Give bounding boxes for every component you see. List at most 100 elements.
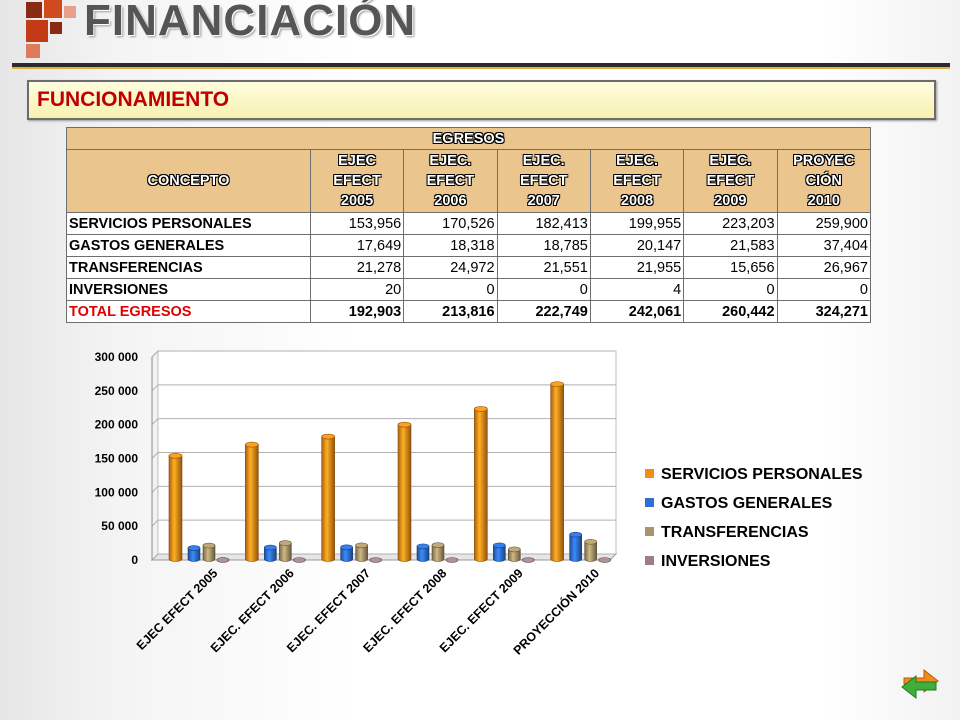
bar-top — [264, 544, 277, 551]
bar-top — [279, 540, 292, 546]
y-tick-label: 100 000 — [95, 485, 139, 499]
table-row: INVERSIONES 20 0 0 4 0 0 — [66, 278, 872, 301]
bar-top — [168, 453, 183, 459]
subtitle-text: FUNCIONAMIENTO — [37, 88, 230, 111]
bar — [321, 436, 335, 562]
legend-label: SERVICIOS PERSONALES — [661, 466, 863, 483]
column-header: EJEC. EFECT 2008 — [589, 149, 685, 213]
bar — [168, 455, 183, 562]
y-tick-label: 250 000 — [95, 384, 139, 398]
bar — [397, 424, 412, 562]
table-cell: 18,318 — [403, 234, 498, 257]
total-cell: 260,442 — [683, 300, 778, 323]
chart-gridline — [151, 384, 616, 392]
bar-top — [598, 557, 611, 563]
bar — [584, 541, 597, 562]
chart-gridline — [151, 350, 616, 358]
bar-top — [293, 557, 306, 563]
legend-label: TRANSFERENCIAS — [661, 524, 809, 541]
chart-gridline — [151, 485, 616, 493]
total-cell: 324,271 — [776, 300, 872, 323]
table-cell: 21,583 — [683, 234, 778, 257]
y-tick-label: 0 — [131, 553, 138, 567]
bar-top — [216, 557, 230, 563]
refresh-arrows-icon[interactable] — [898, 660, 942, 704]
bar-top — [245, 441, 259, 448]
x-tick-label: EJEC. EFECT 2008 — [360, 566, 449, 655]
x-tick-label: EJEC. EFECT 2009 — [437, 566, 526, 655]
table-cell: 223,203 — [683, 212, 778, 235]
table-cell: 199,955 — [589, 212, 685, 235]
legend-swatch — [645, 469, 654, 478]
column-header: EJEC. EFECT 2009 — [683, 149, 778, 213]
bar — [340, 546, 353, 562]
bar-top — [431, 542, 445, 548]
x-tick-label: EJEC. EFECT 2007 — [284, 566, 373, 655]
table-header-row: CONCEPTO EJEC EFECT 2005 EJEC. EFECT 2006 EJ… — [66, 149, 872, 213]
legend-label: INVERSIONES — [661, 553, 771, 570]
table-cell: 182,413 — [496, 212, 591, 235]
bar — [550, 383, 564, 562]
bar-top — [508, 546, 521, 553]
legend-swatch — [645, 498, 654, 507]
bar-top — [522, 557, 535, 563]
row-label: INVERSIONES — [66, 278, 311, 301]
legend-swatch — [645, 556, 654, 565]
y-tick-label: 150 000 — [95, 452, 139, 466]
x-tick-label: PROYECCIÓN 2010 — [510, 565, 602, 657]
bar — [187, 547, 201, 562]
total-cell: 213,816 — [403, 300, 498, 323]
bar-top — [416, 543, 430, 550]
table-cell: 0 — [776, 278, 872, 301]
bar — [416, 546, 430, 562]
title-divider — [12, 63, 950, 69]
y-tick-label: 200 000 — [95, 418, 139, 432]
legend-swatch — [645, 527, 654, 536]
x-tick-label: EJEC EFECT 2005 — [134, 566, 221, 653]
bar-top — [445, 557, 459, 563]
total-cell: 242,061 — [589, 300, 685, 323]
bar — [508, 549, 521, 562]
table-cell: 4 — [589, 278, 685, 301]
table-cell: 26,967 — [776, 256, 872, 279]
bar-top — [397, 421, 412, 428]
chart-gridline — [151, 452, 616, 459]
table-cell: 37,404 — [776, 234, 872, 257]
column-header: EJEC. EFECT 2007 — [496, 149, 591, 213]
bar-top — [369, 557, 382, 563]
total-cell: 192,903 — [309, 300, 405, 323]
table-cell: 21,551 — [496, 256, 591, 279]
row-label: TRANSFERENCIAS — [66, 256, 311, 279]
bar-top — [340, 544, 353, 551]
bar-top — [202, 542, 216, 549]
column-header: PROYEC CIÓN 2010 — [776, 149, 872, 213]
table-cell: 21,955 — [589, 256, 685, 279]
bar — [569, 534, 582, 562]
egresos-table: EGRESOS CONCEPTO EJEC EFECT 2005 EJEC. EFEC… — [66, 127, 872, 323]
bar-top — [474, 406, 488, 412]
bar-top — [493, 542, 506, 549]
chart-gridline — [151, 553, 616, 561]
bar-top — [550, 381, 564, 387]
bar-top — [355, 542, 368, 549]
table-cell: 259,900 — [776, 212, 872, 235]
row-label: SERVICIOS PERSONALES — [66, 212, 311, 235]
table-cell: 170,526 — [403, 212, 498, 235]
bar-top — [584, 538, 597, 545]
bar — [279, 542, 292, 562]
chart-gridline — [151, 519, 616, 527]
slide-title: FINANCIACIÓN — [84, 0, 417, 45]
slide-logo — [0, 0, 90, 60]
bar — [431, 544, 445, 562]
bar-top — [321, 433, 335, 440]
table-cell: 18,785 — [496, 234, 591, 257]
bar — [493, 545, 506, 562]
x-tick-label: EJEC. EFECT 2006 — [208, 566, 297, 655]
bar — [245, 444, 259, 562]
total-row: TOTAL EGRESOS 192,903 213,816 222,749 24… — [66, 300, 872, 323]
table-cell: 21,278 — [309, 256, 405, 279]
column-header: EJEC. EFECT 2006 — [403, 149, 498, 213]
bar-top — [569, 531, 582, 538]
bar — [474, 408, 488, 562]
